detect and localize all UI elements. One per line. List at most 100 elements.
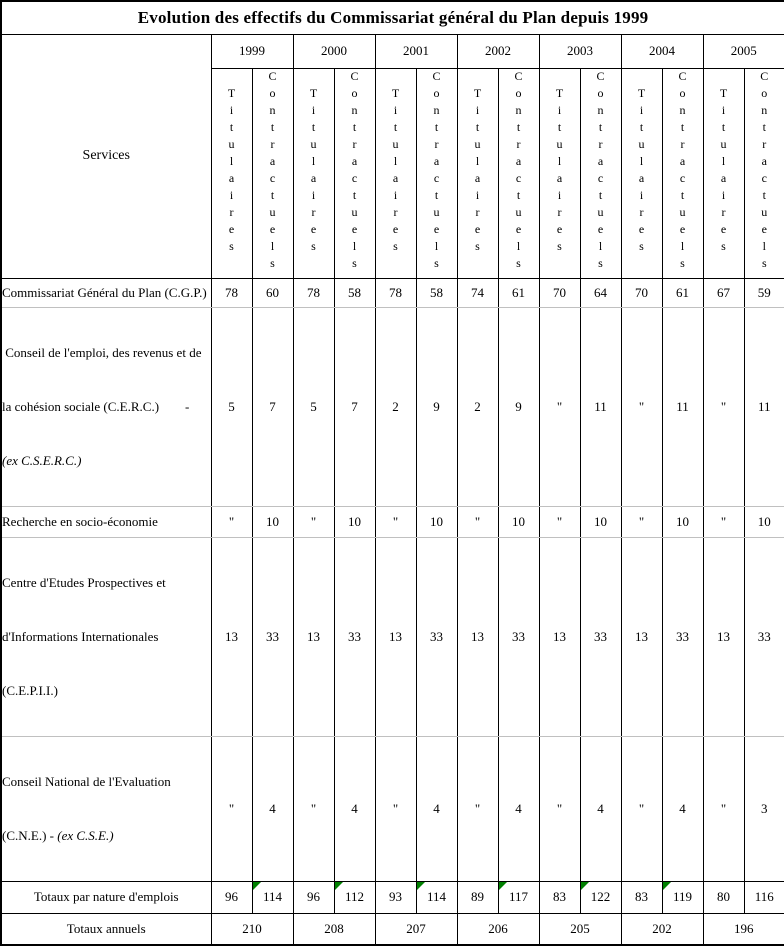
title-row: Evolution des effectifs du Commissariat … bbox=[0, 0, 784, 35]
service-label: Recherche en socio-économie bbox=[0, 505, 212, 538]
totals-cell-3: 112 bbox=[333, 880, 376, 914]
value-cell: 74 bbox=[456, 277, 499, 308]
value-cell: 4 bbox=[333, 735, 376, 882]
totals-by-type-label: Totaux par nature d'emplois bbox=[0, 880, 212, 914]
year-header: 2001 bbox=[374, 33, 458, 69]
vertical-label: Titulaires bbox=[716, 85, 731, 256]
annual-totals-row: Totaux annuels 210 208 207 206 205 202 1… bbox=[0, 912, 784, 946]
value-cell: 61 bbox=[497, 277, 540, 308]
vertical-label: Contractuels bbox=[265, 68, 280, 273]
year-header: 2004 bbox=[620, 33, 704, 69]
value-cell: " bbox=[620, 306, 663, 507]
value-cell: " bbox=[702, 306, 745, 507]
annual-total-cell: 205 bbox=[538, 912, 622, 946]
annual-total-cell: 206 bbox=[456, 912, 540, 946]
totals-cell-7: 117 bbox=[497, 880, 540, 914]
value-cell: 13 bbox=[702, 536, 745, 737]
note-marker-icon bbox=[663, 882, 671, 890]
note-marker-icon bbox=[499, 882, 507, 890]
vertical-label: Contractuels bbox=[429, 68, 444, 273]
value-cell: 13 bbox=[374, 536, 417, 737]
value-cell: 70 bbox=[538, 277, 581, 308]
value-cell: 11 bbox=[661, 306, 704, 507]
service-label: Commissariat Général du Plan (C.G.P.) bbox=[0, 277, 212, 308]
year-header: 1999 bbox=[210, 33, 294, 69]
annual-total-cell: 202 bbox=[620, 912, 704, 946]
year-header: 2005 bbox=[702, 33, 784, 69]
value-cell: 10 bbox=[497, 505, 540, 538]
column-header-contractuels: Contractuels bbox=[661, 67, 704, 279]
table-title: Evolution des effectifs du Commissariat … bbox=[0, 0, 784, 35]
vertical-label: Titulaires bbox=[552, 85, 567, 256]
column-header-titulaires: Titulaires bbox=[456, 67, 499, 279]
value-cell: 78 bbox=[292, 277, 335, 308]
value-cell: " bbox=[292, 735, 335, 882]
vertical-label: Titulaires bbox=[224, 85, 239, 256]
value-cell: 33 bbox=[333, 536, 376, 737]
value-cell: " bbox=[456, 735, 499, 882]
column-header-contractuels: Contractuels bbox=[251, 67, 294, 279]
value-cell: 11 bbox=[743, 306, 784, 507]
value-cell: 10 bbox=[743, 505, 784, 538]
vertical-label: Titulaires bbox=[470, 85, 485, 256]
value-cell: " bbox=[620, 505, 663, 538]
value-cell: 7 bbox=[251, 306, 294, 507]
year-header: 2000 bbox=[292, 33, 376, 69]
value-cell: 4 bbox=[579, 735, 622, 882]
column-header-titulaires: Titulaires bbox=[210, 67, 253, 279]
column-header-titulaires: Titulaires bbox=[374, 67, 417, 279]
value-cell: 33 bbox=[743, 536, 784, 737]
totals-cell-6: 89 bbox=[456, 880, 499, 914]
annual-total-cell: 210 bbox=[210, 912, 294, 946]
value-cell: 10 bbox=[579, 505, 622, 538]
totals-cell-5: 114 bbox=[415, 880, 458, 914]
value-cell: 58 bbox=[333, 277, 376, 308]
annual-total-cell: 207 bbox=[374, 912, 458, 946]
value-cell: 13 bbox=[538, 536, 581, 737]
value-cell: " bbox=[702, 505, 745, 538]
annual-totals-label: Totaux annuels bbox=[0, 912, 212, 946]
value-cell: 33 bbox=[579, 536, 622, 737]
table-row: Conseil National de l'Evaluation (C.N.E.… bbox=[0, 735, 784, 882]
value-cell: 9 bbox=[415, 306, 458, 507]
column-header-contractuels: Contractuels bbox=[497, 67, 540, 279]
value-cell: 7 bbox=[333, 306, 376, 507]
vertical-label: Titulaires bbox=[388, 85, 403, 256]
subcolumn-header-row: Titulaires Contractuels Titulaires Contr… bbox=[1, 67, 784, 279]
service-label: Conseil de l'emploi, des revenus et de l… bbox=[0, 306, 212, 507]
column-header-contractuels: Contractuels bbox=[579, 67, 622, 279]
value-cell: 59 bbox=[743, 277, 784, 308]
value-cell: " bbox=[456, 505, 499, 538]
value-cell: 4 bbox=[415, 735, 458, 882]
service-label: Centre d'Etudes Prospectives et d'Inform… bbox=[0, 536, 212, 737]
totals-by-type-row: Totaux par nature d'emplois 96 114 96 11… bbox=[0, 880, 784, 914]
services-column-header: Services bbox=[0, 33, 212, 279]
value-cell: " bbox=[538, 505, 581, 538]
totals-cell-0: 96 bbox=[210, 880, 253, 914]
value-cell: " bbox=[292, 505, 335, 538]
value-cell: 33 bbox=[661, 536, 704, 737]
value-cell: 70 bbox=[620, 277, 663, 308]
value-cell: 58 bbox=[415, 277, 458, 308]
vertical-label: Contractuels bbox=[347, 68, 362, 273]
note-marker-icon bbox=[417, 882, 425, 890]
year-header-row: Services 1999 2000 2001 2002 2003 2004 2… bbox=[0, 33, 784, 279]
value-cell: 13 bbox=[292, 536, 335, 737]
table-row: Recherche en socio-économie " 10 " 10 " … bbox=[0, 505, 784, 538]
value-cell: " bbox=[374, 735, 417, 882]
value-cell: 13 bbox=[210, 536, 253, 737]
vertical-label: Contractuels bbox=[757, 68, 772, 273]
annual-total-cell: 196 bbox=[702, 912, 784, 946]
annual-total-cell: 208 bbox=[292, 912, 376, 946]
value-cell: 4 bbox=[497, 735, 540, 882]
table-row: Centre d'Etudes Prospectives et d'Inform… bbox=[0, 536, 784, 737]
vertical-label: Contractuels bbox=[511, 68, 526, 273]
totals-cell-8: 83 bbox=[538, 880, 581, 914]
value-cell: 2 bbox=[374, 306, 417, 507]
vertical-label: Titulaires bbox=[634, 85, 649, 256]
value-cell: " bbox=[538, 735, 581, 882]
table-row: Conseil de l'emploi, des revenus et de l… bbox=[0, 306, 784, 507]
column-header-titulaires: Titulaires bbox=[702, 67, 745, 279]
